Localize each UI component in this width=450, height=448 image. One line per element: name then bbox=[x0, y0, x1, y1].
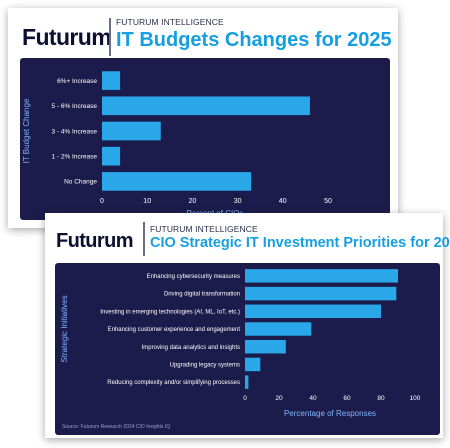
category-label: 5 - 6% Increase bbox=[51, 103, 97, 110]
futurum-logo: Futurum bbox=[22, 24, 112, 50]
category-label: 1 - 2% Increase bbox=[51, 153, 97, 160]
card-kicker: FUTURUM INTELLIGENCE bbox=[116, 17, 224, 27]
x-tick-label: 0 bbox=[243, 395, 247, 402]
category-label: Upgrading legacy systems bbox=[170, 363, 240, 369]
header-divider bbox=[109, 18, 111, 56]
x-tick-label: 0 bbox=[100, 198, 104, 205]
x-tick-label: 40 bbox=[309, 395, 317, 402]
category-label: Enhancing cybersecurity measures bbox=[147, 274, 240, 280]
bar bbox=[102, 96, 310, 116]
category-label: 6%+ Increase bbox=[57, 78, 97, 85]
x-tick-label: 20 bbox=[189, 198, 197, 205]
y-axis-title: Strategic Initiatives bbox=[60, 295, 69, 362]
category-label: Enhancing customer experience and engage… bbox=[108, 327, 241, 333]
bar bbox=[102, 146, 121, 166]
x-tick-label: 30 bbox=[234, 198, 242, 205]
bar bbox=[245, 269, 398, 283]
bar bbox=[245, 304, 381, 319]
investment-priorities-card: Futurum FUTURUM INTELLIGENCE CIO Strateg… bbox=[45, 213, 450, 438]
bar bbox=[102, 121, 161, 141]
bar bbox=[245, 357, 261, 372]
bar bbox=[102, 71, 121, 90]
x-tick-label: 50 bbox=[324, 198, 332, 205]
category-label: Reducing complexity and/or simplifying p… bbox=[107, 380, 240, 386]
investment-priorities-chart: Enhancing cybersecurity measures Driving … bbox=[60, 269, 421, 418]
bar bbox=[245, 375, 249, 389]
source-note: Source: Futurum Research 2024 CIO Insigh… bbox=[62, 424, 171, 430]
x-tick-label: 20 bbox=[275, 395, 283, 402]
bar bbox=[245, 286, 397, 301]
category-label: No Change bbox=[64, 179, 97, 186]
category-label: Improving data analytics and insights bbox=[142, 345, 240, 351]
header-divider bbox=[143, 222, 145, 256]
category-label: Driving digital transformation bbox=[164, 292, 240, 298]
card-kicker: FUTURUM INTELLIGENCE bbox=[150, 224, 258, 234]
chart-title: CIO Strategic IT Investment Priorities f… bbox=[150, 235, 450, 251]
bar bbox=[102, 172, 252, 191]
x-axis-title: Percentage of Responses bbox=[284, 409, 376, 418]
category-label: Investing in emerging technologies (AI, … bbox=[100, 309, 240, 315]
x-tick-label: 80 bbox=[377, 395, 385, 402]
y-axis-title: IT Budget Change bbox=[22, 98, 31, 163]
bar bbox=[245, 322, 312, 336]
x-tick-label: 10 bbox=[143, 198, 151, 205]
budget-changes-card: Futurum FUTURUM INTELLIGENCE IT Budgets … bbox=[8, 8, 398, 228]
chart-title: IT Budgets Changes for 2025 bbox=[116, 29, 392, 51]
budget-changes-chart: 6%+ Increase 5 - 6% Increase 3 - 4% Increa… bbox=[22, 71, 332, 218]
chart-panel: Enhancing cybersecurity measures Driving … bbox=[55, 263, 440, 435]
futurum-logo: Futurum bbox=[56, 230, 134, 252]
x-tick-label: 100 bbox=[410, 395, 421, 402]
x-tick-label: 60 bbox=[343, 395, 351, 402]
x-tick-label: 40 bbox=[279, 198, 287, 205]
chart-panel: 6%+ Increase 5 - 6% Increase 3 - 4% Increa… bbox=[20, 58, 390, 220]
category-label: 3 - 4% Increase bbox=[51, 128, 97, 135]
bar bbox=[245, 339, 286, 354]
